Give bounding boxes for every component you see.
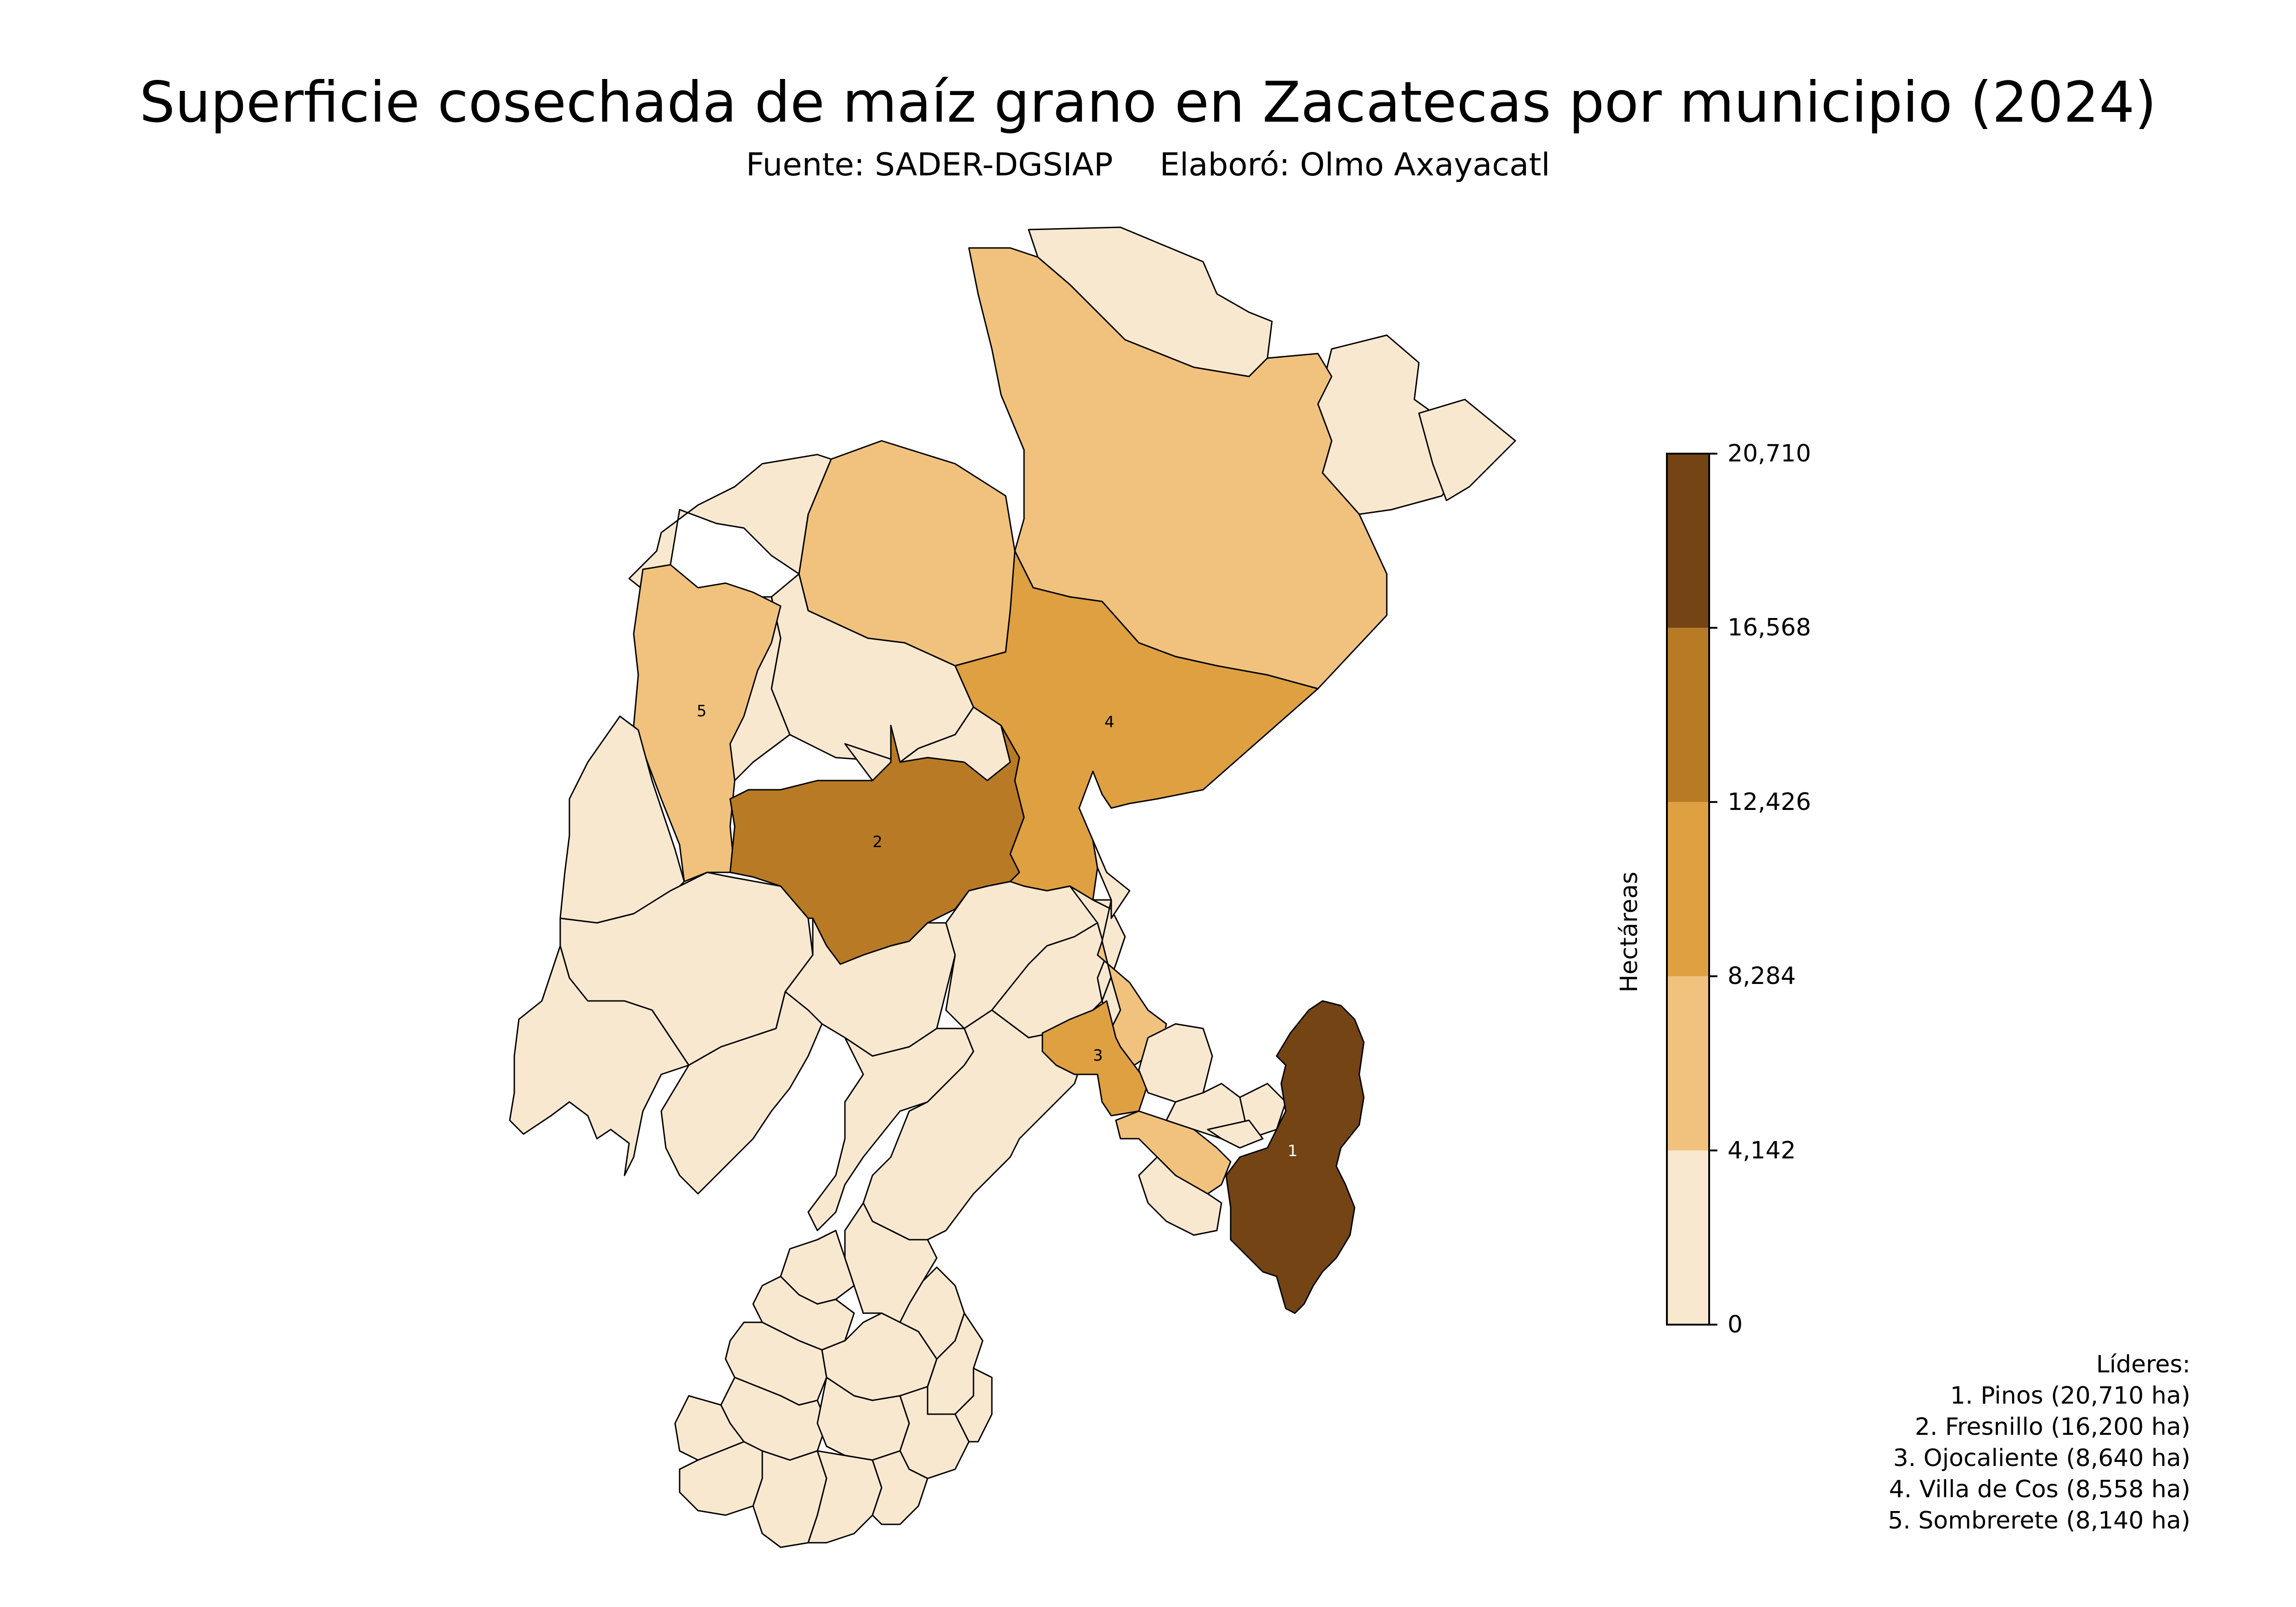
colorbar-segment (1667, 628, 1709, 802)
leaders-item: 1. Pinos (20,710 ha) (1950, 1382, 2190, 1410)
colorbar-segment (1667, 976, 1709, 1151)
leaders-item: 2. Fresnillo (16,200 ha) (1914, 1413, 2190, 1441)
map-label-sombrerete: 5 (697, 702, 707, 720)
colorbar-segment (1667, 1150, 1709, 1325)
colorbar (1666, 453, 1717, 1326)
author-credit: Elaboró: Olmo Axayacatl (1159, 146, 1550, 183)
colorbar-segment (1667, 802, 1709, 977)
map-label-pinos: 1 (1288, 1142, 1298, 1160)
leaders-item: 3. Ojocaliente (8,640 ha) (1893, 1444, 2190, 1472)
colorbar-tick-label: 16,568 (1728, 614, 1811, 642)
municipality-valparaiso (509, 945, 690, 1176)
municipality-south-center (807, 1028, 974, 1231)
municipality-east-4 (1138, 1156, 1222, 1236)
municipality-south-13 (807, 1450, 883, 1544)
colorbar-tick-label: 8,284 (1728, 962, 1796, 990)
map-label-fresnillo: 2 (872, 833, 883, 851)
municipality-east-5 (1207, 1119, 1264, 1149)
municipality-pinos (1225, 1000, 1365, 1314)
colorbar-tick-label: 20,710 (1728, 440, 1811, 467)
municipality-mazapil (968, 247, 1388, 690)
municipality-south-6 (899, 1266, 965, 1360)
map-label-villa-de-cos: 4 (1104, 713, 1114, 731)
leaders-heading: Líderes: (2096, 1351, 2190, 1378)
colorbar-tick-label: 4,142 (1728, 1136, 1796, 1164)
municipality-south-16 (954, 1367, 993, 1443)
municipality-south-10 (899, 1386, 970, 1479)
municipality-trancoso (1092, 839, 1131, 919)
municipality-el-salvador (1418, 399, 1516, 501)
map-title: Superficie cosechada de maíz grano en Za… (139, 70, 2157, 135)
map-label-ojocaliente: 3 (1093, 1046, 1103, 1065)
map-subtitle: Fuente: SADER-DGSIAP Elaboró: Olmo Axaya… (0, 146, 2296, 184)
municipality-south-14 (872, 1450, 929, 1525)
colorbar-tick-label: 0 (1728, 1311, 1743, 1338)
leaders-legend: Líderes: 1. Pinos (20,710 ha) 2. Fresnil… (1888, 1349, 2190, 1536)
municipality-south-15 (674, 1395, 745, 1461)
source-credit: Fuente: SADER-DGSIAP (746, 146, 1113, 183)
municipality-ojocaliente (1041, 1000, 1149, 1117)
colorbar-tick-label: 12,426 (1728, 788, 1811, 816)
leaders-item: 5. Sombrerete (8,140 ha) (1888, 1507, 2190, 1534)
colorbar-segment (1667, 454, 1709, 628)
colorbar-label: Hectáreas (1615, 871, 1643, 993)
leaders-item: 4. Villa de Cos (8,558 ha) (1889, 1476, 2190, 1503)
municipality-south-west-1 (660, 991, 823, 1195)
colorbar-frame (1666, 453, 1710, 1326)
municipality-nw-1 (628, 454, 832, 598)
